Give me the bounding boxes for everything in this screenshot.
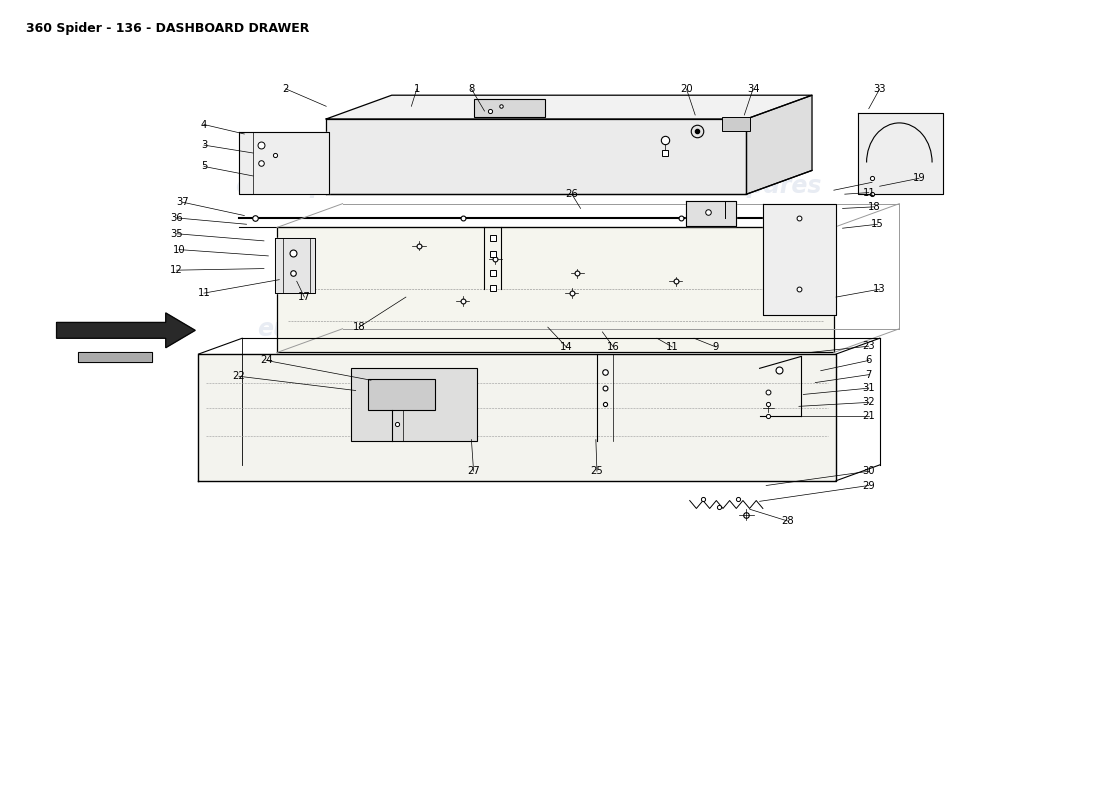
Polygon shape <box>198 354 836 481</box>
Text: 24: 24 <box>260 355 273 366</box>
Polygon shape <box>239 133 330 194</box>
Text: 360 Spider - 136 - DASHBOARD DRAWER: 360 Spider - 136 - DASHBOARD DRAWER <box>26 22 309 34</box>
Text: 22: 22 <box>232 371 245 382</box>
Text: 1: 1 <box>414 84 420 94</box>
FancyBboxPatch shape <box>367 379 436 410</box>
Polygon shape <box>747 95 812 194</box>
Text: 37: 37 <box>176 197 188 207</box>
Text: eurospares: eurospares <box>257 317 406 341</box>
FancyBboxPatch shape <box>474 99 544 117</box>
Text: 30: 30 <box>862 466 874 476</box>
Polygon shape <box>56 313 195 348</box>
Polygon shape <box>686 201 736 226</box>
Text: 4: 4 <box>201 119 207 130</box>
Text: 11: 11 <box>198 288 210 298</box>
Text: 7: 7 <box>866 370 872 380</box>
Text: 18: 18 <box>353 322 365 332</box>
Text: 17: 17 <box>298 292 310 302</box>
Text: 6: 6 <box>866 355 872 366</box>
Polygon shape <box>763 204 836 314</box>
Text: 31: 31 <box>862 383 876 393</box>
Text: 5: 5 <box>201 162 207 171</box>
Text: 13: 13 <box>873 284 886 294</box>
Text: 18: 18 <box>868 202 880 212</box>
Text: 32: 32 <box>862 398 876 407</box>
Text: 27: 27 <box>468 466 480 476</box>
Text: 14: 14 <box>560 342 573 352</box>
Text: 8: 8 <box>469 84 474 94</box>
Polygon shape <box>327 95 812 119</box>
Text: 11: 11 <box>666 342 679 352</box>
Text: eurospares: eurospares <box>672 317 822 341</box>
Text: 21: 21 <box>862 411 876 421</box>
Text: 9: 9 <box>713 342 719 352</box>
Text: eurospares: eurospares <box>235 174 385 198</box>
Text: 16: 16 <box>607 342 619 352</box>
Polygon shape <box>275 238 316 293</box>
Text: eurospares: eurospares <box>672 174 822 198</box>
Text: 28: 28 <box>782 516 794 526</box>
Text: 25: 25 <box>591 466 603 476</box>
Text: 26: 26 <box>565 189 579 199</box>
Polygon shape <box>277 227 834 353</box>
FancyBboxPatch shape <box>351 368 477 441</box>
Text: 29: 29 <box>862 481 876 490</box>
Text: 10: 10 <box>173 245 185 254</box>
Text: 33: 33 <box>873 84 886 94</box>
Polygon shape <box>858 114 943 194</box>
Text: 36: 36 <box>170 213 183 223</box>
Text: 15: 15 <box>871 219 884 230</box>
Text: 20: 20 <box>680 84 693 94</box>
Text: 34: 34 <box>747 84 759 94</box>
FancyBboxPatch shape <box>723 117 750 131</box>
Polygon shape <box>78 353 152 362</box>
Polygon shape <box>327 119 747 194</box>
Text: 2: 2 <box>283 84 289 94</box>
Text: 23: 23 <box>862 341 876 351</box>
Text: 12: 12 <box>170 265 183 275</box>
Text: 3: 3 <box>201 140 207 150</box>
Text: 35: 35 <box>170 229 183 238</box>
Text: 19: 19 <box>913 174 925 183</box>
Text: 11: 11 <box>862 187 876 198</box>
